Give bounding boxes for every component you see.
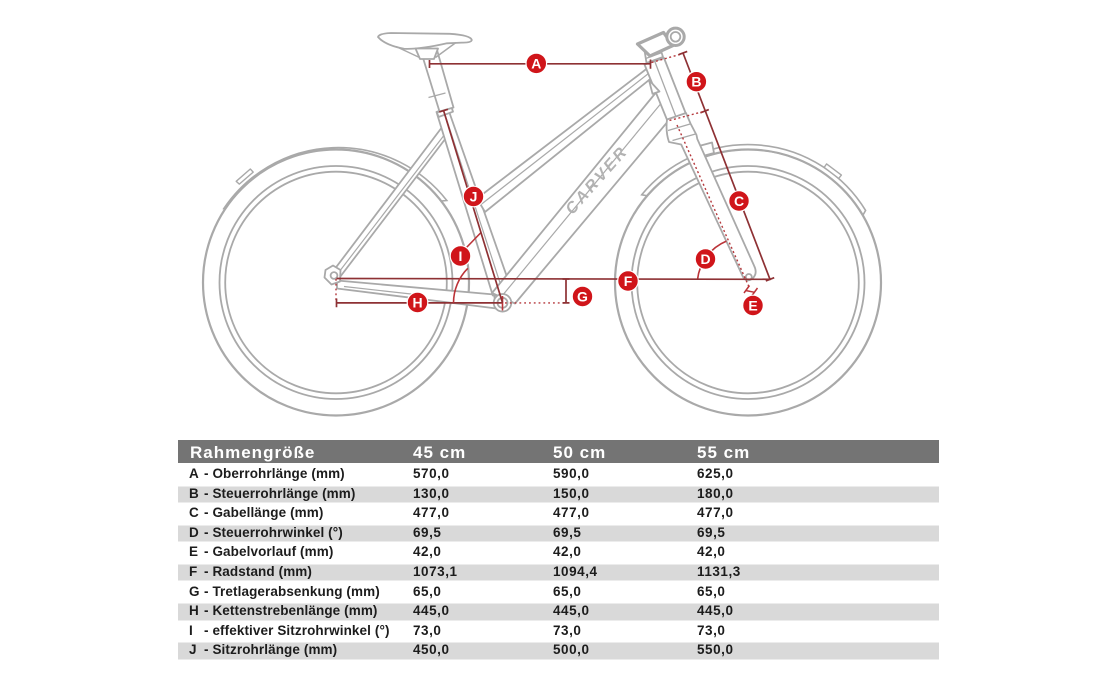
svg-text:E: E [748,297,757,313]
svg-text:A: A [531,55,541,71]
svg-text:C: C [734,193,744,209]
svg-text:I: I [459,248,463,264]
svg-text:B: B [691,74,701,90]
svg-text:G: G [577,288,588,304]
svg-text:D: D [700,251,710,267]
svg-text:F: F [624,273,633,289]
svg-text:J: J [470,188,478,204]
svg-text:H: H [412,294,422,310]
